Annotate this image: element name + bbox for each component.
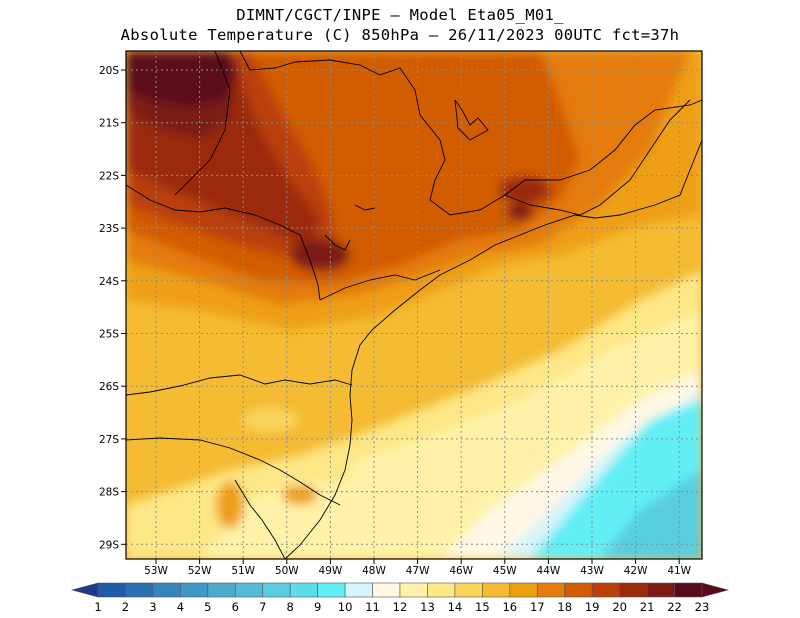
lon-label: 52W xyxy=(188,565,212,577)
colorbar-label: 5 xyxy=(204,600,211,614)
colorbar-segment xyxy=(289,582,318,598)
coastline xyxy=(284,139,702,559)
colorbar-segment xyxy=(372,582,401,598)
temperature-field xyxy=(126,51,702,559)
colorbar-label: 23 xyxy=(695,600,710,614)
colorbar-segment xyxy=(482,582,511,598)
lat-label: 25S xyxy=(99,329,119,341)
lat-label: 23S xyxy=(99,223,119,235)
colorbar-segment xyxy=(646,582,675,598)
lon-label: 46W xyxy=(449,565,473,577)
colorbar-label: 12 xyxy=(393,600,408,614)
lat-label: 20S xyxy=(99,65,119,77)
colorbar-label: 1 xyxy=(94,600,101,614)
state-border-mg-sp xyxy=(239,51,702,216)
state-border-sp-ms xyxy=(126,184,321,301)
colorbar-segment xyxy=(152,582,181,598)
lon-label: 43W xyxy=(580,565,604,577)
colorbar-label: 14 xyxy=(448,600,463,614)
colorbar-segment xyxy=(399,582,428,598)
lat-label: 29S xyxy=(99,539,119,551)
colorbar-label: 19 xyxy=(585,600,600,614)
state-border-mg-rj xyxy=(504,99,691,216)
colorbar-label: 7 xyxy=(259,600,266,614)
longitude-labels: 53W 52W 51W 50W 49W 48W 47W 46W 45W 44W 43W 42W 41W xyxy=(144,559,692,577)
colorbar-segment xyxy=(344,582,373,598)
colorbar-segment xyxy=(234,582,264,598)
colorbar-label: 10 xyxy=(338,600,353,614)
colorbar-label: 13 xyxy=(420,600,435,614)
lon-label: 49W xyxy=(319,565,343,577)
colorbar-label: 2 xyxy=(122,600,129,614)
river-2 xyxy=(354,204,376,211)
colorbar-segment xyxy=(97,582,126,598)
lat-lon-grid xyxy=(126,51,702,559)
colorbar-label: 17 xyxy=(530,600,545,614)
colorbar-arrow-right xyxy=(701,582,730,598)
colorbar-segment xyxy=(674,582,703,598)
colorbar-segment xyxy=(454,582,483,598)
colorbar-segment xyxy=(564,582,593,598)
lon-label: 51W xyxy=(231,565,255,577)
lon-label: 53W xyxy=(144,565,168,577)
colorbar-label: 16 xyxy=(502,600,517,614)
colorbar-arrow-left xyxy=(70,582,99,598)
colorbar-label: 11 xyxy=(365,600,380,614)
colorbar-segment xyxy=(262,582,291,598)
colorbar-label: 21 xyxy=(640,600,655,614)
colorbar-label: 3 xyxy=(149,600,156,614)
colorbar-segment xyxy=(180,582,209,598)
colorbar-segment xyxy=(509,582,538,598)
lon-label: 41W xyxy=(667,565,691,577)
state-border-sp-pr xyxy=(319,269,441,301)
colorbar-label: 9 xyxy=(314,600,321,614)
latitude-labels: 20S 21S 22S 23S 24S 25S 26S 27S 28S 29S xyxy=(99,65,126,551)
map-frame xyxy=(125,50,703,560)
lon-label: 42W xyxy=(624,565,648,577)
colorbar-segment xyxy=(125,582,154,598)
colorbar-segment xyxy=(536,582,566,598)
map-title-line-2: Absolute Temperature (C) 850hPa – 26/11/… xyxy=(120,26,680,44)
state-border-sc-rs xyxy=(126,437,341,506)
state-border-pr-sc xyxy=(126,374,353,396)
state-border-ms-mg xyxy=(174,51,231,196)
colorbar-label: 22 xyxy=(667,600,682,614)
colorbar-label: 18 xyxy=(557,600,572,614)
lon-label: 45W xyxy=(493,565,517,577)
colorbar-label: 20 xyxy=(612,600,627,614)
lon-label: 47W xyxy=(406,565,430,577)
country-border-west xyxy=(234,479,286,559)
lat-label: 28S xyxy=(99,487,119,499)
lat-label: 27S xyxy=(99,434,119,446)
lat-label: 26S xyxy=(99,381,119,393)
lon-label: 44W xyxy=(537,565,561,577)
river-1 xyxy=(324,234,351,251)
lon-label: 50W xyxy=(275,565,299,577)
colorbar: 1 2 3 4 5 6 7 8 9 10 11 12 13 14 15 16 17 18 19 20 21 22 23 xyxy=(70,582,730,614)
political-borders xyxy=(126,51,702,559)
colorbar-segment xyxy=(427,582,456,598)
colorbar-segment xyxy=(619,582,648,598)
colorbar-segment xyxy=(207,582,236,598)
colorbar-label: 15 xyxy=(475,600,490,614)
colorbar-segment xyxy=(317,582,346,598)
map-title-line-1: DIMNT/CGCT/INPE – Model Eta05_M01_ xyxy=(236,6,564,24)
lon-label: 48W xyxy=(362,565,386,577)
colorbar-label: 6 xyxy=(232,600,239,614)
lake-1 xyxy=(454,99,489,141)
colorbar-label: 4 xyxy=(177,600,184,614)
lat-label: 21S xyxy=(99,118,119,130)
lat-label: 24S xyxy=(99,276,119,288)
colorbar-label: 8 xyxy=(287,600,294,614)
lat-label: 22S xyxy=(99,170,119,182)
colorbar-segment xyxy=(591,582,620,598)
